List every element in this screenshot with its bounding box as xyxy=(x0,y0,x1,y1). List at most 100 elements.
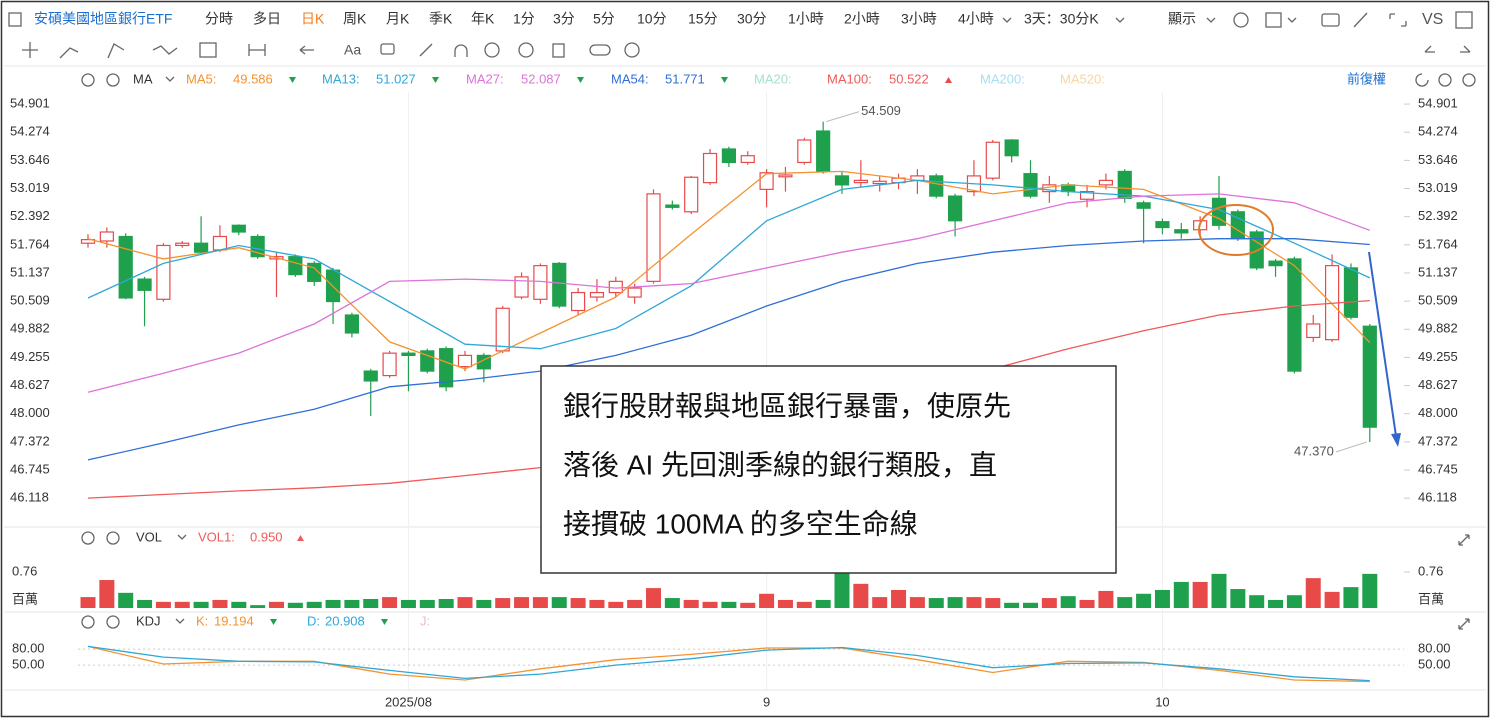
volume-bar xyxy=(1041,598,1057,608)
period-tab[interactable]: 4小時 xyxy=(958,11,994,27)
period-tab[interactable]: 30分 xyxy=(737,11,767,27)
volume-bar xyxy=(796,601,812,608)
expand-panel[interactable] xyxy=(1458,618,1470,630)
zoom-in[interactable] xyxy=(1462,73,1476,87)
y-tick-label: 53.646 xyxy=(1418,152,1458,167)
volume-bar xyxy=(269,601,284,608)
display-menu[interactable]: 顯示 xyxy=(1168,11,1196,27)
lock-tool[interactable] xyxy=(484,42,500,58)
panel-close[interactable] xyxy=(106,531,120,545)
candle-body xyxy=(552,262,567,307)
sidebar-toggle[interactable] xyxy=(8,12,22,27)
y-tick-label: 0.76 xyxy=(12,563,37,578)
expand-panel[interactable] xyxy=(1458,534,1470,546)
camera-icon[interactable] xyxy=(1321,13,1340,27)
y-tick-label: 50.00 xyxy=(1418,657,1451,672)
volume-bar xyxy=(777,599,793,608)
chart-tool[interactable] xyxy=(199,42,217,58)
period-tab[interactable]: 3分 xyxy=(553,11,575,27)
volume-bar xyxy=(400,599,416,608)
ma-line xyxy=(87,238,1370,461)
legend-name: MA54: xyxy=(611,71,649,86)
volume-bar xyxy=(118,592,134,608)
reset-view[interactable] xyxy=(1415,73,1429,87)
period-tab[interactable]: 3天：30分K xyxy=(1024,11,1099,27)
volume-bar xyxy=(627,599,643,608)
undo[interactable] xyxy=(1424,45,1435,53)
text-tool[interactable]: Aa xyxy=(344,42,361,58)
candle-body xyxy=(1079,191,1095,200)
line-tool[interactable] xyxy=(59,47,79,59)
candle-body xyxy=(759,172,774,190)
y-tick-label: 47.372 xyxy=(10,433,50,448)
comment-tool[interactable] xyxy=(380,43,395,55)
measure-tool[interactable] xyxy=(248,44,266,56)
period-tab[interactable]: 多日 xyxy=(253,11,281,27)
period-tab[interactable]: 年K xyxy=(471,11,495,27)
x-tick-label: 9 xyxy=(763,694,770,709)
pen-icon[interactable] xyxy=(1353,12,1368,28)
panel-settings[interactable] xyxy=(81,73,95,87)
settings-icon[interactable] xyxy=(1233,12,1249,28)
trend-triangle xyxy=(432,77,439,83)
panel-settings[interactable] xyxy=(81,615,95,629)
candle-body xyxy=(853,179,868,184)
period-tab[interactable]: 分時 xyxy=(205,11,233,27)
ruler-tool[interactable] xyxy=(419,43,433,57)
magnet-tool[interactable] xyxy=(454,44,468,57)
period-tab[interactable]: 2小時 xyxy=(844,11,880,27)
period-tab[interactable]: 季K xyxy=(429,11,453,27)
candle-body xyxy=(457,354,473,368)
volume-bar xyxy=(1211,573,1227,608)
move-tool[interactable] xyxy=(22,42,38,58)
trend-triangle xyxy=(577,77,584,83)
high-leader xyxy=(826,111,860,123)
panel-icon[interactable] xyxy=(1455,11,1473,29)
period-tab[interactable]: 1分 xyxy=(513,11,535,27)
delete-tool[interactable] xyxy=(552,43,565,58)
period-tab[interactable]: 15分 xyxy=(688,11,718,27)
legend-name: MA20: xyxy=(754,71,792,86)
y-tick-label: 50.509 xyxy=(1418,293,1458,308)
hide-tool[interactable] xyxy=(518,42,534,58)
period-tab[interactable]: 10分 xyxy=(637,11,667,27)
panel-settings[interactable] xyxy=(81,531,95,545)
dropdown-caret xyxy=(1206,17,1216,23)
period-tab[interactable]: 5分 xyxy=(593,11,615,27)
arrow-tool[interactable] xyxy=(299,45,314,55)
redo[interactable] xyxy=(1460,45,1471,53)
y-tick-label: 46.118 xyxy=(10,490,49,505)
volume-bar xyxy=(589,599,605,608)
period-tab[interactable]: 1小時 xyxy=(788,11,824,27)
period-tab[interactable]: 周K xyxy=(343,11,367,27)
period-tab[interactable]: 月K xyxy=(386,11,410,27)
legend-value: 50.522 xyxy=(889,71,929,86)
link-tool[interactable] xyxy=(589,44,611,56)
legend-name: K: xyxy=(196,613,208,628)
wave-tool[interactable] xyxy=(152,45,178,55)
volume-bar xyxy=(1268,599,1284,608)
layout-icon[interactable] xyxy=(1265,12,1282,28)
period-tab[interactable]: 3小時 xyxy=(901,11,937,27)
panel-close[interactable] xyxy=(106,73,120,87)
zoom-out[interactable] xyxy=(1438,73,1452,87)
volume-bar xyxy=(306,601,322,608)
ray-tool[interactable] xyxy=(107,43,125,59)
volume-bar xyxy=(1343,587,1359,608)
volume-bar xyxy=(231,601,247,608)
adjustment-label[interactable]: 前復權 xyxy=(1347,71,1386,86)
tool-settings[interactable] xyxy=(624,42,640,58)
volume-bar xyxy=(476,599,492,608)
volume-bar xyxy=(664,598,680,608)
y-tick-label: 0.76 xyxy=(1418,563,1443,578)
volume-bar xyxy=(815,599,831,608)
candle-body xyxy=(175,242,190,247)
period-tab[interactable]: 日K xyxy=(301,11,325,27)
volume-bar xyxy=(702,601,718,608)
y-tick-label: 46.745 xyxy=(10,461,50,476)
volume-bar xyxy=(174,601,190,608)
panel-close[interactable] xyxy=(106,615,120,629)
y-tick-label: 49.882 xyxy=(10,321,50,336)
fullscreen-icon[interactable] xyxy=(1389,13,1407,27)
compare-button[interactable]: VS xyxy=(1422,11,1443,28)
